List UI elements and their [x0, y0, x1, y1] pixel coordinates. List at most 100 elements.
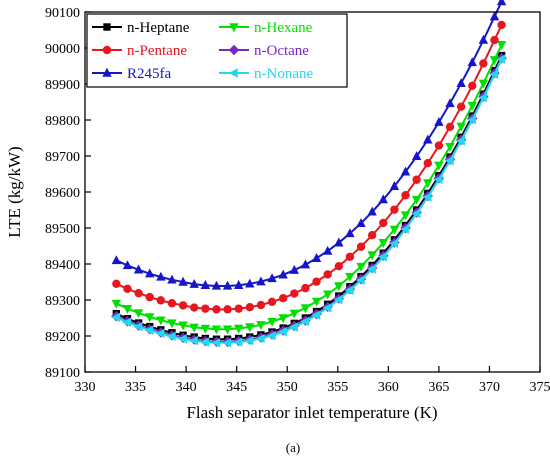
data-point	[456, 122, 466, 132]
data-point	[379, 218, 388, 228]
series-layer	[111, 0, 507, 348]
data-point	[367, 251, 377, 261]
data-point	[497, 20, 506, 30]
data-point	[345, 252, 355, 261]
y-tick-label: 90000	[45, 42, 80, 57]
data-point	[311, 253, 322, 262]
data-point	[479, 59, 488, 68]
y-tick-label: 89300	[45, 294, 80, 309]
data-point	[122, 260, 133, 270]
data-point	[378, 239, 388, 248]
data-point	[156, 316, 166, 326]
x-tick-label: 360	[378, 380, 399, 395]
data-point	[445, 142, 455, 152]
series-n-Pentane	[112, 20, 506, 314]
data-point	[212, 305, 221, 314]
legend-item: n-Heptane	[92, 20, 190, 36]
y-tick-label: 89900	[45, 78, 80, 93]
y-tick-label: 89700	[45, 150, 80, 165]
data-point	[211, 280, 222, 290]
data-point	[311, 297, 322, 307]
data-point	[267, 273, 277, 283]
legend-label: n-Hexane	[254, 20, 313, 36]
data-point	[178, 321, 188, 331]
legend-swatch-marker	[228, 68, 238, 78]
data-point	[123, 284, 132, 294]
data-point	[334, 282, 344, 292]
data-point	[496, 41, 507, 50]
legend-item: n-Nonane	[219, 66, 313, 82]
data-point	[145, 313, 155, 323]
legend-item: n-Hexane	[219, 20, 313, 36]
data-point	[389, 238, 399, 249]
data-point	[233, 324, 244, 334]
data-point	[378, 194, 388, 204]
y-tick-label: 89800	[45, 114, 80, 129]
data-point	[445, 98, 455, 108]
data-point	[167, 299, 177, 308]
data-point	[211, 325, 222, 335]
data-point	[122, 304, 133, 314]
legend-swatch-marker	[228, 44, 240, 56]
data-point	[467, 101, 477, 111]
data-point	[456, 78, 466, 87]
data-point	[334, 261, 343, 271]
data-point	[245, 278, 255, 288]
data-point	[301, 283, 310, 293]
data-point	[223, 305, 232, 314]
data-point	[496, 54, 506, 64]
data-point	[456, 102, 466, 111]
data-point	[122, 317, 132, 328]
data-point	[145, 292, 154, 302]
data-point	[366, 264, 376, 274]
series-n-Hexane	[111, 41, 507, 335]
data-point	[177, 334, 187, 344]
y-tick-label: 89200	[45, 330, 80, 345]
y-tick-label: 89500	[45, 222, 80, 237]
data-point	[167, 274, 177, 284]
data-point	[389, 181, 400, 190]
x-tick-label: 350	[277, 380, 298, 395]
data-point	[155, 328, 165, 339]
data-point	[134, 288, 143, 298]
data-point	[222, 280, 233, 290]
x-tick-label: 330	[75, 380, 96, 395]
y-tick-label: 89100	[45, 366, 80, 381]
data-point	[356, 218, 366, 228]
data-point	[423, 159, 432, 168]
data-point	[322, 290, 333, 300]
series-line	[115, 55, 503, 341]
series-n-Nonane	[111, 54, 506, 348]
data-point	[323, 270, 332, 279]
data-point	[222, 325, 233, 335]
data-point	[355, 275, 365, 285]
data-point	[400, 166, 411, 176]
x-tick-label: 365	[428, 380, 449, 395]
data-point	[290, 289, 299, 298]
y-tick-label: 89600	[45, 186, 80, 201]
y-axis-title: LTE (kg/kW)	[5, 146, 24, 237]
legend-label: n-Octane	[254, 43, 309, 59]
data-point	[267, 317, 277, 327]
data-point	[278, 269, 288, 279]
data-point	[411, 151, 422, 161]
data-point	[433, 174, 443, 185]
data-point	[300, 304, 311, 314]
data-point	[322, 245, 333, 255]
data-point	[478, 92, 488, 103]
data-point	[211, 338, 221, 348]
series-line	[115, 57, 503, 343]
data-point	[112, 279, 121, 288]
data-point	[344, 285, 354, 295]
legend-label: n-Heptane	[127, 20, 190, 36]
data-point	[189, 278, 199, 288]
x-tick-label: 335	[125, 380, 146, 395]
data-point	[111, 255, 122, 265]
data-point	[244, 335, 254, 346]
data-point	[411, 208, 421, 219]
data-point	[496, 0, 507, 6]
legend-swatch-marker	[102, 45, 112, 55]
data-point	[144, 325, 154, 335]
data-point	[467, 114, 476, 125]
data-point	[201, 304, 210, 313]
